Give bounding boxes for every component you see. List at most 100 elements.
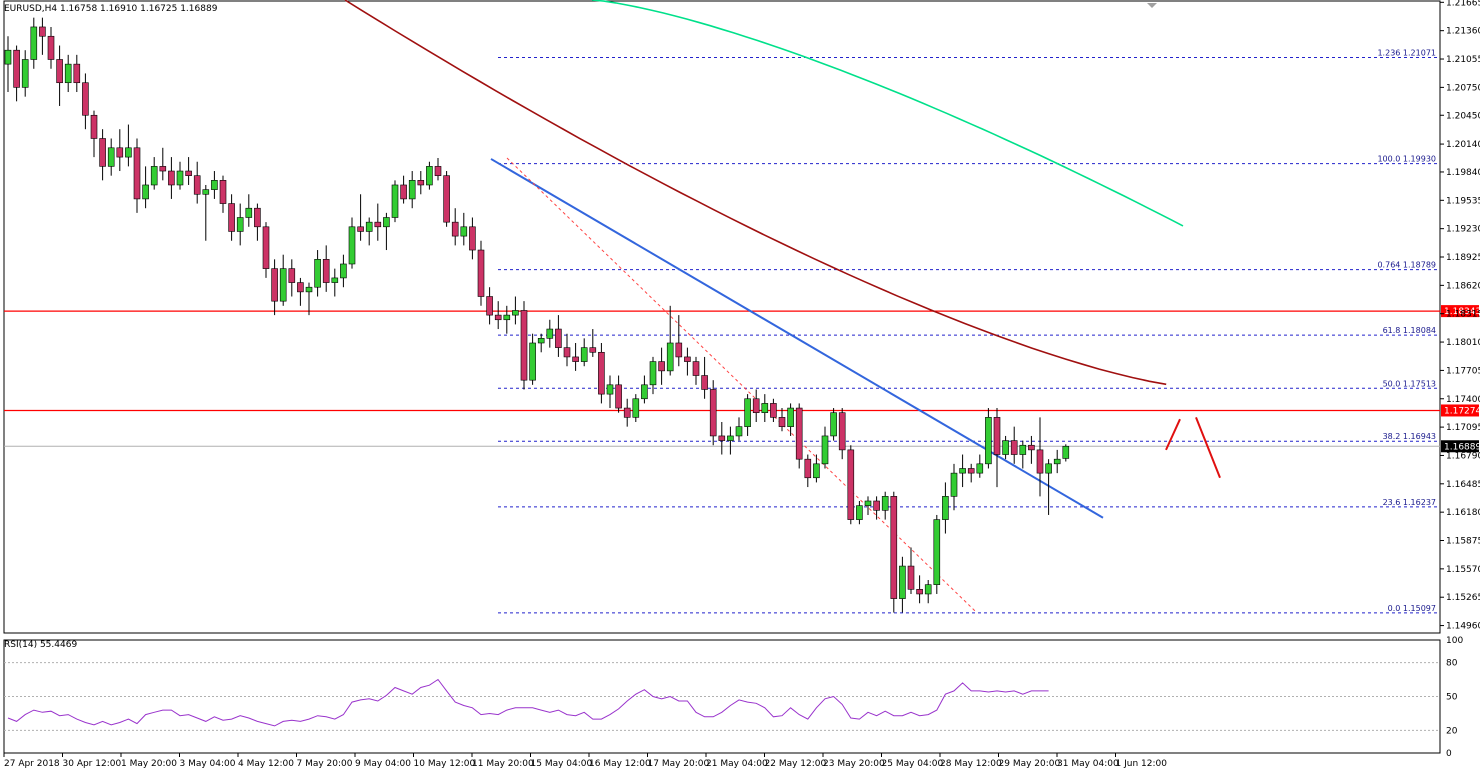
- candle-body: [537, 338, 545, 344]
- candle-body: [391, 184, 399, 218]
- candle-body: [976, 463, 984, 474]
- fibonacci-retracement[interactable]: 1.236 1.21071 100.0 1.19930 0.764 1.18789 6…: [498, 49, 1440, 614]
- time-tick-label: 29 May 20:00: [999, 759, 1061, 769]
- projection-down-stroke: [1195, 416, 1221, 479]
- candle-body: [39, 26, 46, 37]
- candle-body: [125, 147, 132, 158]
- main-panel-frame: [3, 0, 1441, 634]
- time-tick-label: 1 May 20:00: [121, 759, 177, 769]
- candle-body: [159, 166, 167, 172]
- time-tick-label: 3 May 04:00: [180, 759, 236, 769]
- candle-body: [503, 314, 511, 321]
- candle-body: [830, 412, 837, 437]
- price-tick-label: 1.20750: [1446, 83, 1480, 93]
- candle-body: [383, 217, 390, 228]
- candle-body: [297, 282, 304, 293]
- candle-body: [950, 472, 958, 497]
- candle-body: [133, 147, 141, 200]
- fib-level-label: 0.0 1.15097: [1388, 604, 1436, 613]
- candle-body: [563, 347, 571, 358]
- candle-body: [572, 356, 579, 362]
- candle-body: [709, 389, 717, 437]
- horizontal-levels[interactable]: 1.18343 1.17274 1.16889: [4, 305, 1480, 453]
- candle-body: [254, 207, 261, 228]
- candle-body: [1019, 444, 1027, 455]
- candle-body: [348, 226, 356, 265]
- rsi-header: RSI(14) 55.4469: [4, 640, 77, 650]
- level-price-tag: [1441, 305, 1479, 318]
- candle-body: [116, 147, 124, 158]
- fib-level-label: 38.2 1.16943: [1383, 432, 1436, 441]
- fib-level-label: 61.8 1.18084: [1383, 326, 1436, 335]
- candle-body: [778, 417, 786, 427]
- price-tick-label: 1.15570: [1446, 565, 1480, 575]
- candle-body: [477, 249, 485, 297]
- candle-body: [744, 398, 751, 427]
- candle-body: [193, 175, 201, 195]
- candle-body: [606, 384, 614, 395]
- fib-level-label: 0.764 1.18789: [1377, 261, 1436, 270]
- candle-body: [580, 347, 588, 362]
- candle-body: [1062, 445, 1070, 459]
- fib-diagonal-line: [506, 157, 978, 614]
- candle-body: [451, 221, 459, 237]
- candle-body: [1028, 444, 1035, 451]
- candle-body: [993, 417, 1001, 455]
- candle-body: [838, 412, 846, 451]
- candle-body: [82, 82, 89, 116]
- price-tick-label: 1.19840: [1446, 168, 1480, 178]
- time-tick-label: 27 Apr 2018: [4, 759, 60, 769]
- time-tick-label: 31 May 04:00: [1057, 759, 1119, 769]
- candle-body: [262, 226, 270, 269]
- candle-body: [555, 328, 562, 348]
- candle-body: [211, 180, 218, 190]
- price-tick-label: 1.14960: [1446, 622, 1480, 632]
- candle-body: [959, 468, 966, 474]
- candle-body: [469, 226, 476, 251]
- projection-up-stroke: [1165, 418, 1181, 451]
- candle-body: [641, 384, 648, 400]
- candle-body: [202, 189, 210, 195]
- rsi-panel: 100 80 50 20 0: [4, 636, 1463, 759]
- candle-body: [168, 170, 175, 186]
- level-price-tag-label: 1.18343: [1444, 307, 1480, 317]
- candle-body: [864, 500, 872, 506]
- candle-body: [520, 310, 528, 381]
- price-tick-label: 1.17705: [1446, 366, 1480, 376]
- candle-body: [967, 468, 975, 474]
- candle-body: [761, 403, 769, 414]
- chart-overlays: [344, 0, 1221, 614]
- current-price-tag-label: 1.16889: [1444, 442, 1480, 452]
- candle-body: [90, 114, 98, 139]
- candle-body: [494, 314, 502, 321]
- rsi-tick-label: 80: [1446, 659, 1458, 669]
- candle-body: [899, 565, 906, 599]
- candle-body: [813, 463, 820, 479]
- candle-body: [666, 342, 674, 372]
- candle-body: [73, 63, 81, 84]
- chart-shift-marker-icon[interactable]: [1147, 3, 1157, 8]
- price-tick-label: 1.16180: [1446, 508, 1480, 518]
- price-tick-label: 1.15265: [1446, 593, 1480, 603]
- candle-body: [107, 147, 115, 167]
- price-tick-label: 1.20450: [1446, 111, 1480, 121]
- price-tick-label: 1.15875: [1446, 537, 1480, 547]
- candle-body: [271, 268, 278, 302]
- fib-level-label: 50.0 1.17513: [1383, 379, 1436, 388]
- candle-body: [924, 584, 932, 595]
- candle-body: [56, 59, 63, 84]
- rsi-line: [7, 678, 1049, 727]
- time-tick-label: 11 May 20:00: [472, 759, 534, 769]
- candle-body: [675, 342, 683, 358]
- candle-body: [795, 407, 803, 460]
- candle-body: [847, 449, 855, 520]
- level-price-tag-label: 1.17274: [1444, 406, 1480, 416]
- candle-body: [873, 500, 880, 511]
- candle-body: [942, 496, 949, 520]
- candle-body: [881, 496, 889, 511]
- candle-body: [985, 417, 992, 465]
- time-tick-label: 30 Apr 12:00: [63, 759, 122, 769]
- time-tick-label: 21 May 04:00: [706, 759, 768, 769]
